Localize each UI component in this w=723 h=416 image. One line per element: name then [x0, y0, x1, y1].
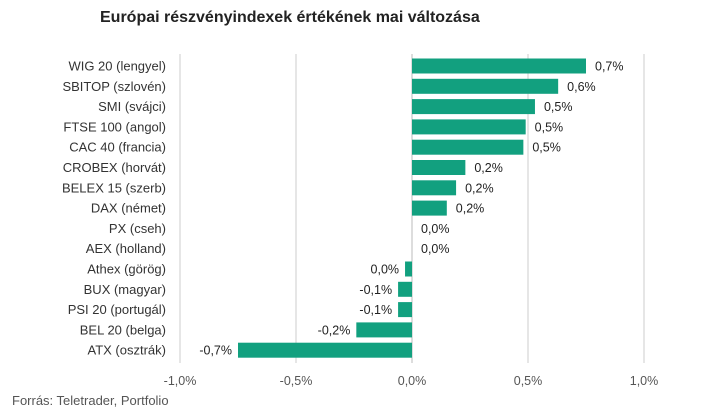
category-label: FTSE 100 (angol): [63, 119, 166, 134]
category-label: WIG 20 (lengyel): [68, 59, 166, 74]
labels: -1,0% -0,5% 0,0% 0,5% 1,0% WIG 20 (lengyel) 0,…: [62, 59, 658, 389]
data-label: 0,5%: [532, 141, 561, 155]
bar: [238, 342, 412, 358]
data-label: 0,0%: [421, 242, 450, 256]
category-label: BEL 20 (belga): [80, 322, 166, 337]
data-label: 0,2%: [474, 161, 503, 175]
chart-title: Európai részvényindexek értékének mai vá…: [100, 9, 480, 26]
bar: [412, 139, 524, 155]
bar: [398, 281, 412, 297]
category-label: CROBEX (horvát): [63, 160, 166, 175]
data-label: -0,2%: [318, 323, 351, 337]
data-label: 0,5%: [544, 100, 573, 114]
data-label: 0,2%: [465, 181, 494, 195]
category-label: Athex (görög): [87, 262, 166, 277]
category-label: BUX (magyar): [84, 282, 166, 297]
data-label: 0,0%: [421, 222, 450, 236]
category-label: PX (cseh): [109, 221, 166, 236]
bar: [412, 58, 586, 74]
data-label: 0,5%: [535, 120, 564, 134]
bar: [412, 200, 447, 216]
x-tick-label: -0,5%: [280, 374, 313, 388]
data-label: -0,7%: [199, 344, 232, 358]
bar: [412, 78, 559, 94]
bars: [238, 58, 586, 358]
category-label: SMI (svájci): [98, 99, 166, 114]
data-label: 0,2%: [456, 202, 485, 216]
bar: [412, 99, 535, 115]
data-label: 0,7%: [595, 60, 624, 74]
bar: [412, 119, 526, 135]
category-label: AEX (holland): [86, 241, 166, 256]
data-label: -0,1%: [359, 303, 392, 317]
data-label: 0,6%: [567, 80, 596, 94]
category-label: ATX (osztrák): [88, 343, 167, 358]
x-tick-label: 0,0%: [398, 374, 427, 388]
data-label: -0,1%: [359, 283, 392, 297]
x-tick-label: 1,0%: [630, 374, 659, 388]
category-label: BELEX 15 (szerb): [62, 180, 166, 195]
category-label: SBITOP (szlovén): [62, 79, 166, 94]
category-label: CAC 40 (francia): [69, 140, 166, 155]
category-label: DAX (német): [91, 201, 166, 216]
data-label: 0,0%: [371, 263, 400, 277]
category-label: PSI 20 (portugál): [68, 302, 166, 317]
bar: [405, 261, 412, 277]
x-tick-label: -1,0%: [164, 374, 197, 388]
bar: [412, 160, 466, 175]
bar: [356, 322, 412, 338]
bar: [412, 180, 457, 196]
source-note: Forrás: Teletrader, Portfolio: [12, 393, 169, 408]
x-tick-label: 0,5%: [514, 374, 543, 388]
bar: [398, 302, 412, 318]
